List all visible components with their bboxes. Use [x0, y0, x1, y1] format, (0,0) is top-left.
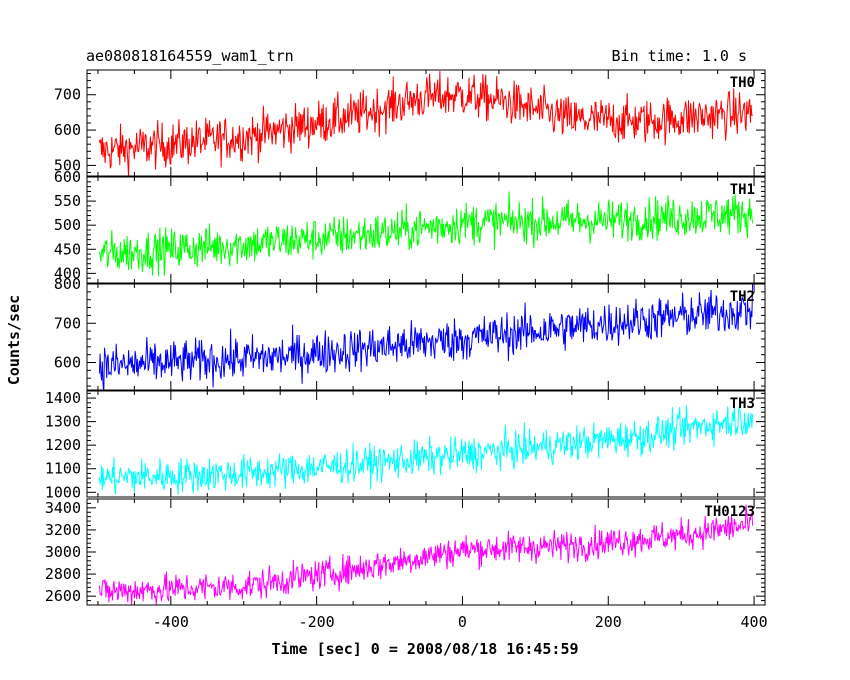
panels-group: 500600700TH0400450500550600TH1600700800T… [45, 69, 766, 606]
panel-label-th0: TH0 [730, 75, 755, 91]
y-tick-label: 2800 [45, 565, 81, 583]
chart-title: ae080818164559_wam1_trn [86, 47, 294, 65]
series-line-th3 [98, 405, 754, 495]
y-tick-label: 1300 [45, 413, 81, 431]
y-tick-label: 3200 [45, 521, 81, 539]
panel-frame [86, 176, 766, 284]
y-tick-label: 1400 [45, 389, 81, 407]
y-tick-label: 450 [54, 240, 81, 258]
y-tick-label: 550 [54, 192, 81, 210]
y-tick-label: 700 [54, 314, 81, 332]
panel-label-th2: TH2 [730, 289, 755, 305]
panel-label-th3: TH3 [730, 396, 755, 412]
series-line-th0 [98, 71, 753, 176]
x-tick-label: -200 [299, 613, 335, 631]
y-tick-label: 600 [54, 354, 81, 372]
panel-label-th0123: TH0123 [704, 504, 755, 520]
y-tick-label: 700 [54, 86, 81, 104]
x-axis: -400 -200 0 200 400 [153, 613, 768, 631]
panel-label-th1: TH1 [730, 182, 755, 198]
y-tick-label: 800 [54, 275, 81, 293]
series-line-th1 [98, 191, 754, 277]
x-tick-label: 0 [458, 613, 467, 631]
y-tick-label: 500 [54, 156, 81, 174]
y-tick-label: 1100 [45, 460, 81, 478]
series-line-th2 [98, 284, 754, 390]
y-tick-label: 3400 [45, 499, 81, 517]
panel-th0123: 2600 2800 3000 3200 3400 TH0123 [45, 498, 766, 606]
series-line-th0123 [98, 504, 754, 605]
panel-frame [86, 283, 766, 391]
y-tick-label: 600 [54, 121, 81, 139]
panel-th1: 400 450 500 550 600 TH1 [54, 168, 766, 284]
x-tick-label: 400 [741, 613, 768, 631]
panel-th3: 1000 1100 1200 1300 1400 TH3 [45, 389, 766, 501]
panel-th0: 500 600 700 TH0 [54, 69, 766, 177]
chart-subtitle: Bin time: 1.0 s [612, 47, 747, 65]
y-tick-label: 400 [54, 264, 81, 282]
y-tick-label: 1200 [45, 436, 81, 454]
x-axis-label: Time [sec] 0 = 2008/08/18 16:45:59 [271, 640, 578, 658]
x-tick-label: 200 [595, 613, 622, 631]
y-tick-label: 600 [54, 168, 81, 186]
y-axis-label: Counts/sec [5, 295, 23, 385]
y-tick-label: 500 [54, 216, 81, 234]
panel-th2: 600 700 800 TH2 [54, 275, 766, 391]
x-tick-label: -400 [153, 613, 189, 631]
y-tick-label: 3000 [45, 543, 81, 561]
y-tick-label: 1000 [45, 483, 81, 501]
y-tick-label: 2600 [45, 587, 81, 605]
panel-frame [86, 390, 766, 498]
